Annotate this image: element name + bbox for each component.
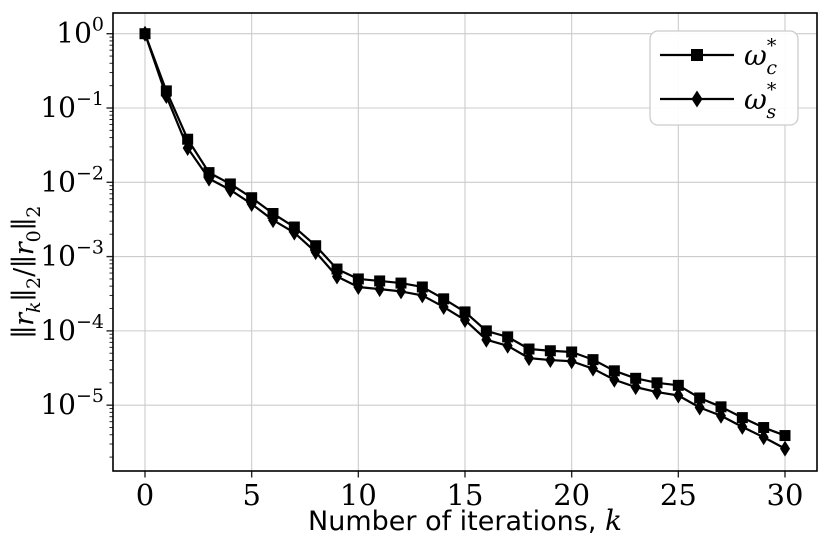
legend-marker-square: [691, 49, 703, 61]
series-marker-diamond: [673, 387, 684, 404]
x-tick-label: 10: [340, 478, 377, 512]
series-marker-square: [587, 354, 599, 366]
series-marker-diamond: [374, 281, 385, 298]
y-tick-label: 10−4: [40, 311, 104, 347]
series-marker-diamond: [396, 283, 406, 300]
series-marker-square: [480, 325, 492, 337]
series-marker-square: [779, 430, 791, 442]
x-tick-label: 30: [767, 478, 804, 512]
series-marker-diamond: [310, 244, 321, 261]
series-marker-diamond: [353, 278, 364, 295]
plot-border: [112, 12, 818, 472]
series-marker-square: [694, 392, 706, 404]
x-tick-label: 0: [136, 478, 154, 512]
series-marker-diamond: [652, 384, 662, 401]
series-marker-diamond: [225, 181, 236, 198]
series-marker-square: [715, 401, 727, 413]
series-marker-square: [608, 365, 620, 377]
y-tick-label: 10−1: [40, 88, 104, 124]
x-tick-label: 5: [242, 478, 260, 512]
series-marker-square: [416, 281, 428, 293]
series-marker-square: [566, 346, 578, 358]
series-marker-diamond: [630, 379, 641, 396]
series-marker-square: [182, 133, 194, 145]
series-marker-square: [438, 293, 450, 305]
series-marker-diamond: [438, 298, 449, 315]
y-axis-label: ∥rk∥2/∥r0∥2: [9, 206, 45, 339]
series-marker-diamond: [182, 139, 193, 156]
y-tick-label: 10−5: [40, 385, 104, 421]
legend-label-ω_c^*: ω* c: [744, 35, 777, 79]
series-marker-square: [502, 331, 514, 343]
x-axis-label-variable: k: [604, 504, 622, 537]
series-marker-diamond: [502, 337, 513, 354]
series-marker-diamond: [566, 353, 577, 370]
series-marker-diamond: [609, 371, 620, 388]
series-marker-diamond: [716, 407, 726, 424]
series-marker-diamond: [140, 25, 150, 42]
series-marker-diamond: [289, 224, 300, 241]
y-tick-label: 10−3: [40, 237, 104, 273]
series-marker-diamond: [204, 170, 214, 187]
series-marker-square: [630, 372, 642, 384]
x-tick-label: 15: [447, 478, 484, 512]
x-axis-label-text: Number of iterations,: [308, 506, 605, 537]
series-marker-diamond: [694, 399, 705, 416]
series-marker-square: [374, 275, 386, 287]
y-tick-label: 10−2: [40, 162, 104, 198]
series-marker-diamond: [481, 331, 492, 348]
series-marker-square: [523, 343, 535, 355]
series-marker-square: [544, 345, 556, 357]
series-marker-square: [651, 377, 663, 389]
legend-label-ω_s^*: ω* s: [744, 79, 777, 123]
x-tick-label: 20: [553, 478, 590, 512]
series-marker-diamond: [246, 196, 257, 213]
series-marker-square: [672, 379, 684, 391]
series-marker-diamond: [417, 287, 428, 304]
y-tick-label: 100: [56, 14, 104, 50]
series-marker-diamond: [524, 350, 534, 367]
series-marker-diamond: [268, 212, 278, 229]
x-tick-label: 25: [660, 478, 697, 512]
series-marker-square: [352, 273, 364, 285]
series-marker-diamond: [758, 429, 769, 446]
series-marker-diamond: [545, 352, 556, 369]
series-marker-diamond: [332, 268, 342, 285]
series-marker-diamond: [737, 418, 748, 435]
series-marker-diamond: [161, 88, 172, 105]
series-marker-diamond: [780, 440, 790, 457]
series-marker-square: [736, 412, 748, 424]
x-axis-label: Number of iterations, k: [113, 504, 817, 537]
series-marker-square: [758, 422, 770, 434]
series-marker-diamond: [588, 360, 598, 377]
series-marker-square: [395, 277, 407, 289]
series-marker-diamond: [460, 312, 470, 329]
series-marker-square: [459, 306, 471, 318]
legend-marker-diamond: [691, 90, 703, 108]
